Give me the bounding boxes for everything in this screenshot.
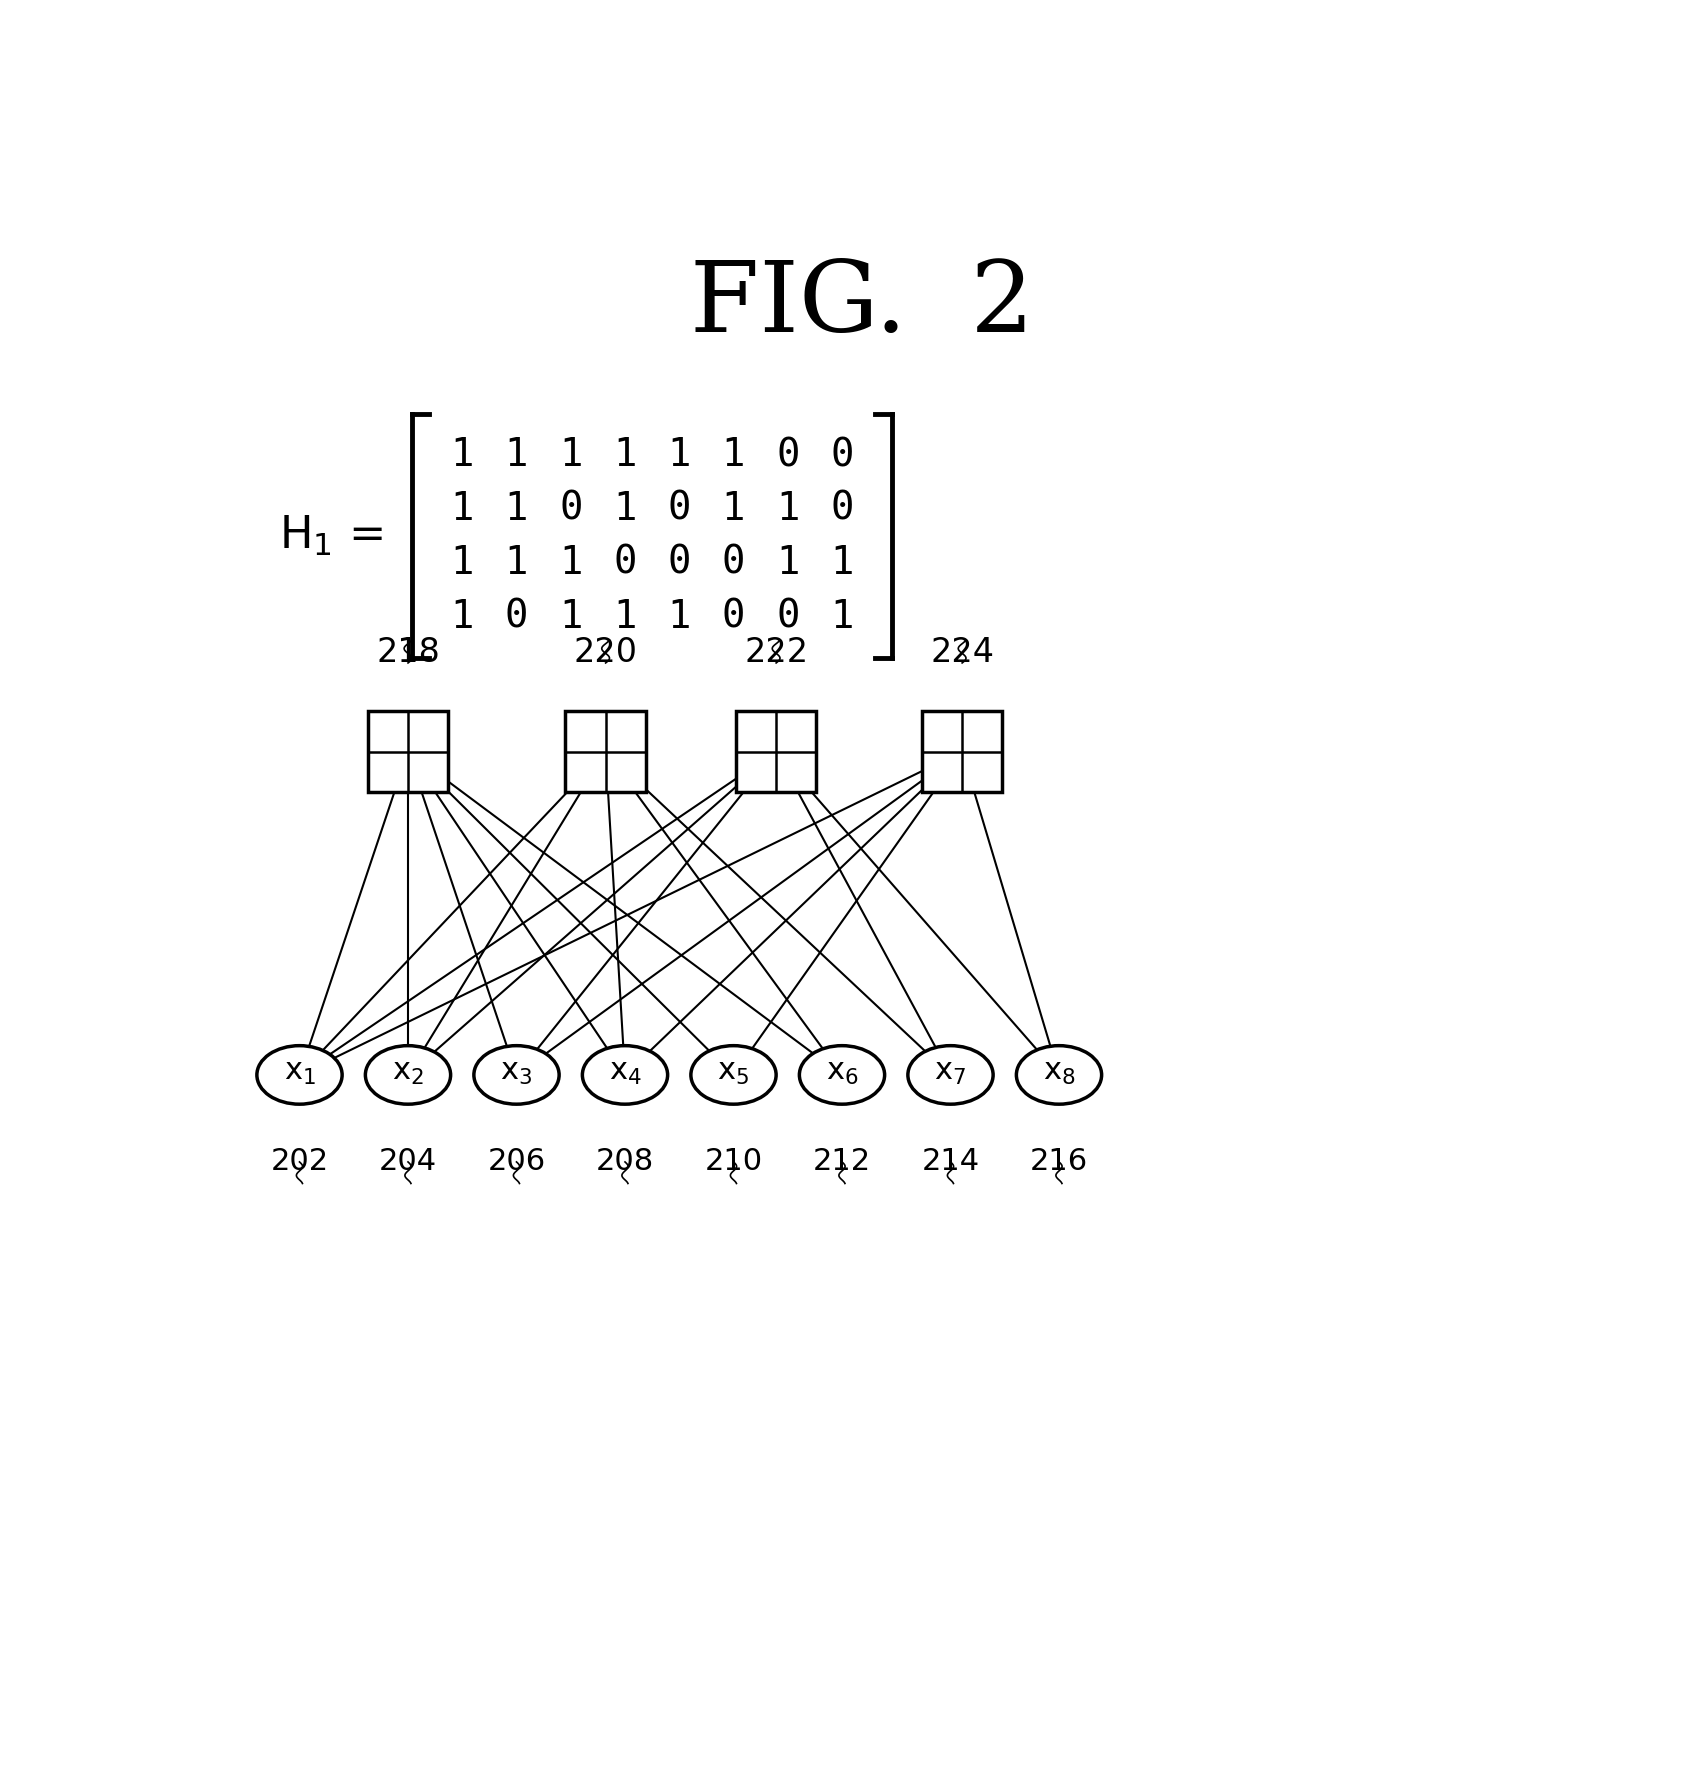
- Text: 1: 1: [505, 491, 528, 528]
- Bar: [565, 712, 646, 792]
- Ellipse shape: [257, 1045, 341, 1103]
- Text: 206: 206: [488, 1146, 545, 1176]
- Text: 1: 1: [451, 436, 474, 475]
- Ellipse shape: [365, 1045, 451, 1103]
- Text: H$_1$ =: H$_1$ =: [279, 514, 382, 558]
- Text: FIG.  2: FIG. 2: [690, 257, 1034, 352]
- Text: 222: 222: [743, 636, 807, 669]
- Text: 0: 0: [668, 544, 691, 583]
- Bar: [922, 712, 1002, 792]
- Ellipse shape: [1016, 1045, 1102, 1103]
- Text: 1: 1: [612, 599, 636, 636]
- Ellipse shape: [691, 1045, 775, 1103]
- Text: $\mathregular{x}_{3}$: $\mathregular{x}_{3}$: [500, 1057, 532, 1087]
- Text: 1: 1: [722, 436, 745, 475]
- Text: 0: 0: [829, 491, 853, 528]
- Text: 1: 1: [451, 491, 474, 528]
- Text: 1: 1: [451, 599, 474, 636]
- Text: 1: 1: [775, 491, 799, 528]
- Text: 1: 1: [558, 544, 582, 583]
- Text: 1: 1: [505, 436, 528, 475]
- Text: $\mathregular{x}_{2}$: $\mathregular{x}_{2}$: [392, 1057, 424, 1087]
- Text: 0: 0: [558, 491, 582, 528]
- Text: 1: 1: [612, 436, 636, 475]
- Text: 1: 1: [668, 599, 691, 636]
- Text: 0: 0: [505, 599, 528, 636]
- Bar: [367, 712, 447, 792]
- Text: 0: 0: [722, 544, 745, 583]
- Text: 1: 1: [505, 544, 528, 583]
- Text: 1: 1: [558, 599, 582, 636]
- Text: 1: 1: [558, 436, 582, 475]
- Ellipse shape: [474, 1045, 558, 1103]
- Text: 0: 0: [829, 436, 853, 475]
- Text: $\mathregular{x}_{7}$: $\mathregular{x}_{7}$: [934, 1057, 965, 1087]
- Text: 1: 1: [668, 436, 691, 475]
- Text: $\mathregular{x}_{5}$: $\mathregular{x}_{5}$: [717, 1057, 748, 1087]
- Text: 1: 1: [451, 544, 474, 583]
- Text: 1: 1: [829, 544, 853, 583]
- Text: 210: 210: [705, 1146, 762, 1176]
- Ellipse shape: [582, 1045, 668, 1103]
- Text: $\mathregular{x}_{4}$: $\mathregular{x}_{4}$: [609, 1057, 641, 1087]
- Text: 220: 220: [574, 636, 637, 669]
- Ellipse shape: [907, 1045, 992, 1103]
- Text: 1: 1: [775, 544, 799, 583]
- Text: 0: 0: [668, 491, 691, 528]
- Text: 0: 0: [775, 599, 799, 636]
- Text: 1: 1: [612, 491, 636, 528]
- Text: $\mathregular{x}_{8}$: $\mathregular{x}_{8}$: [1043, 1057, 1075, 1087]
- Text: 202: 202: [271, 1146, 328, 1176]
- Text: $\mathregular{x}_{1}$: $\mathregular{x}_{1}$: [283, 1057, 315, 1087]
- Text: 208: 208: [595, 1146, 654, 1176]
- Text: $\mathregular{x}_{6}$: $\mathregular{x}_{6}$: [826, 1057, 858, 1087]
- Text: 204: 204: [378, 1146, 437, 1176]
- Text: 0: 0: [775, 436, 799, 475]
- Text: 216: 216: [1029, 1146, 1088, 1176]
- Text: 218: 218: [375, 636, 439, 669]
- Text: 1: 1: [829, 599, 853, 636]
- Text: 212: 212: [812, 1146, 871, 1176]
- Bar: [735, 712, 816, 792]
- Text: 0: 0: [722, 599, 745, 636]
- Text: 1: 1: [722, 491, 745, 528]
- Text: 214: 214: [920, 1146, 979, 1176]
- Text: 224: 224: [930, 636, 994, 669]
- Text: 0: 0: [612, 544, 636, 583]
- Ellipse shape: [799, 1045, 885, 1103]
